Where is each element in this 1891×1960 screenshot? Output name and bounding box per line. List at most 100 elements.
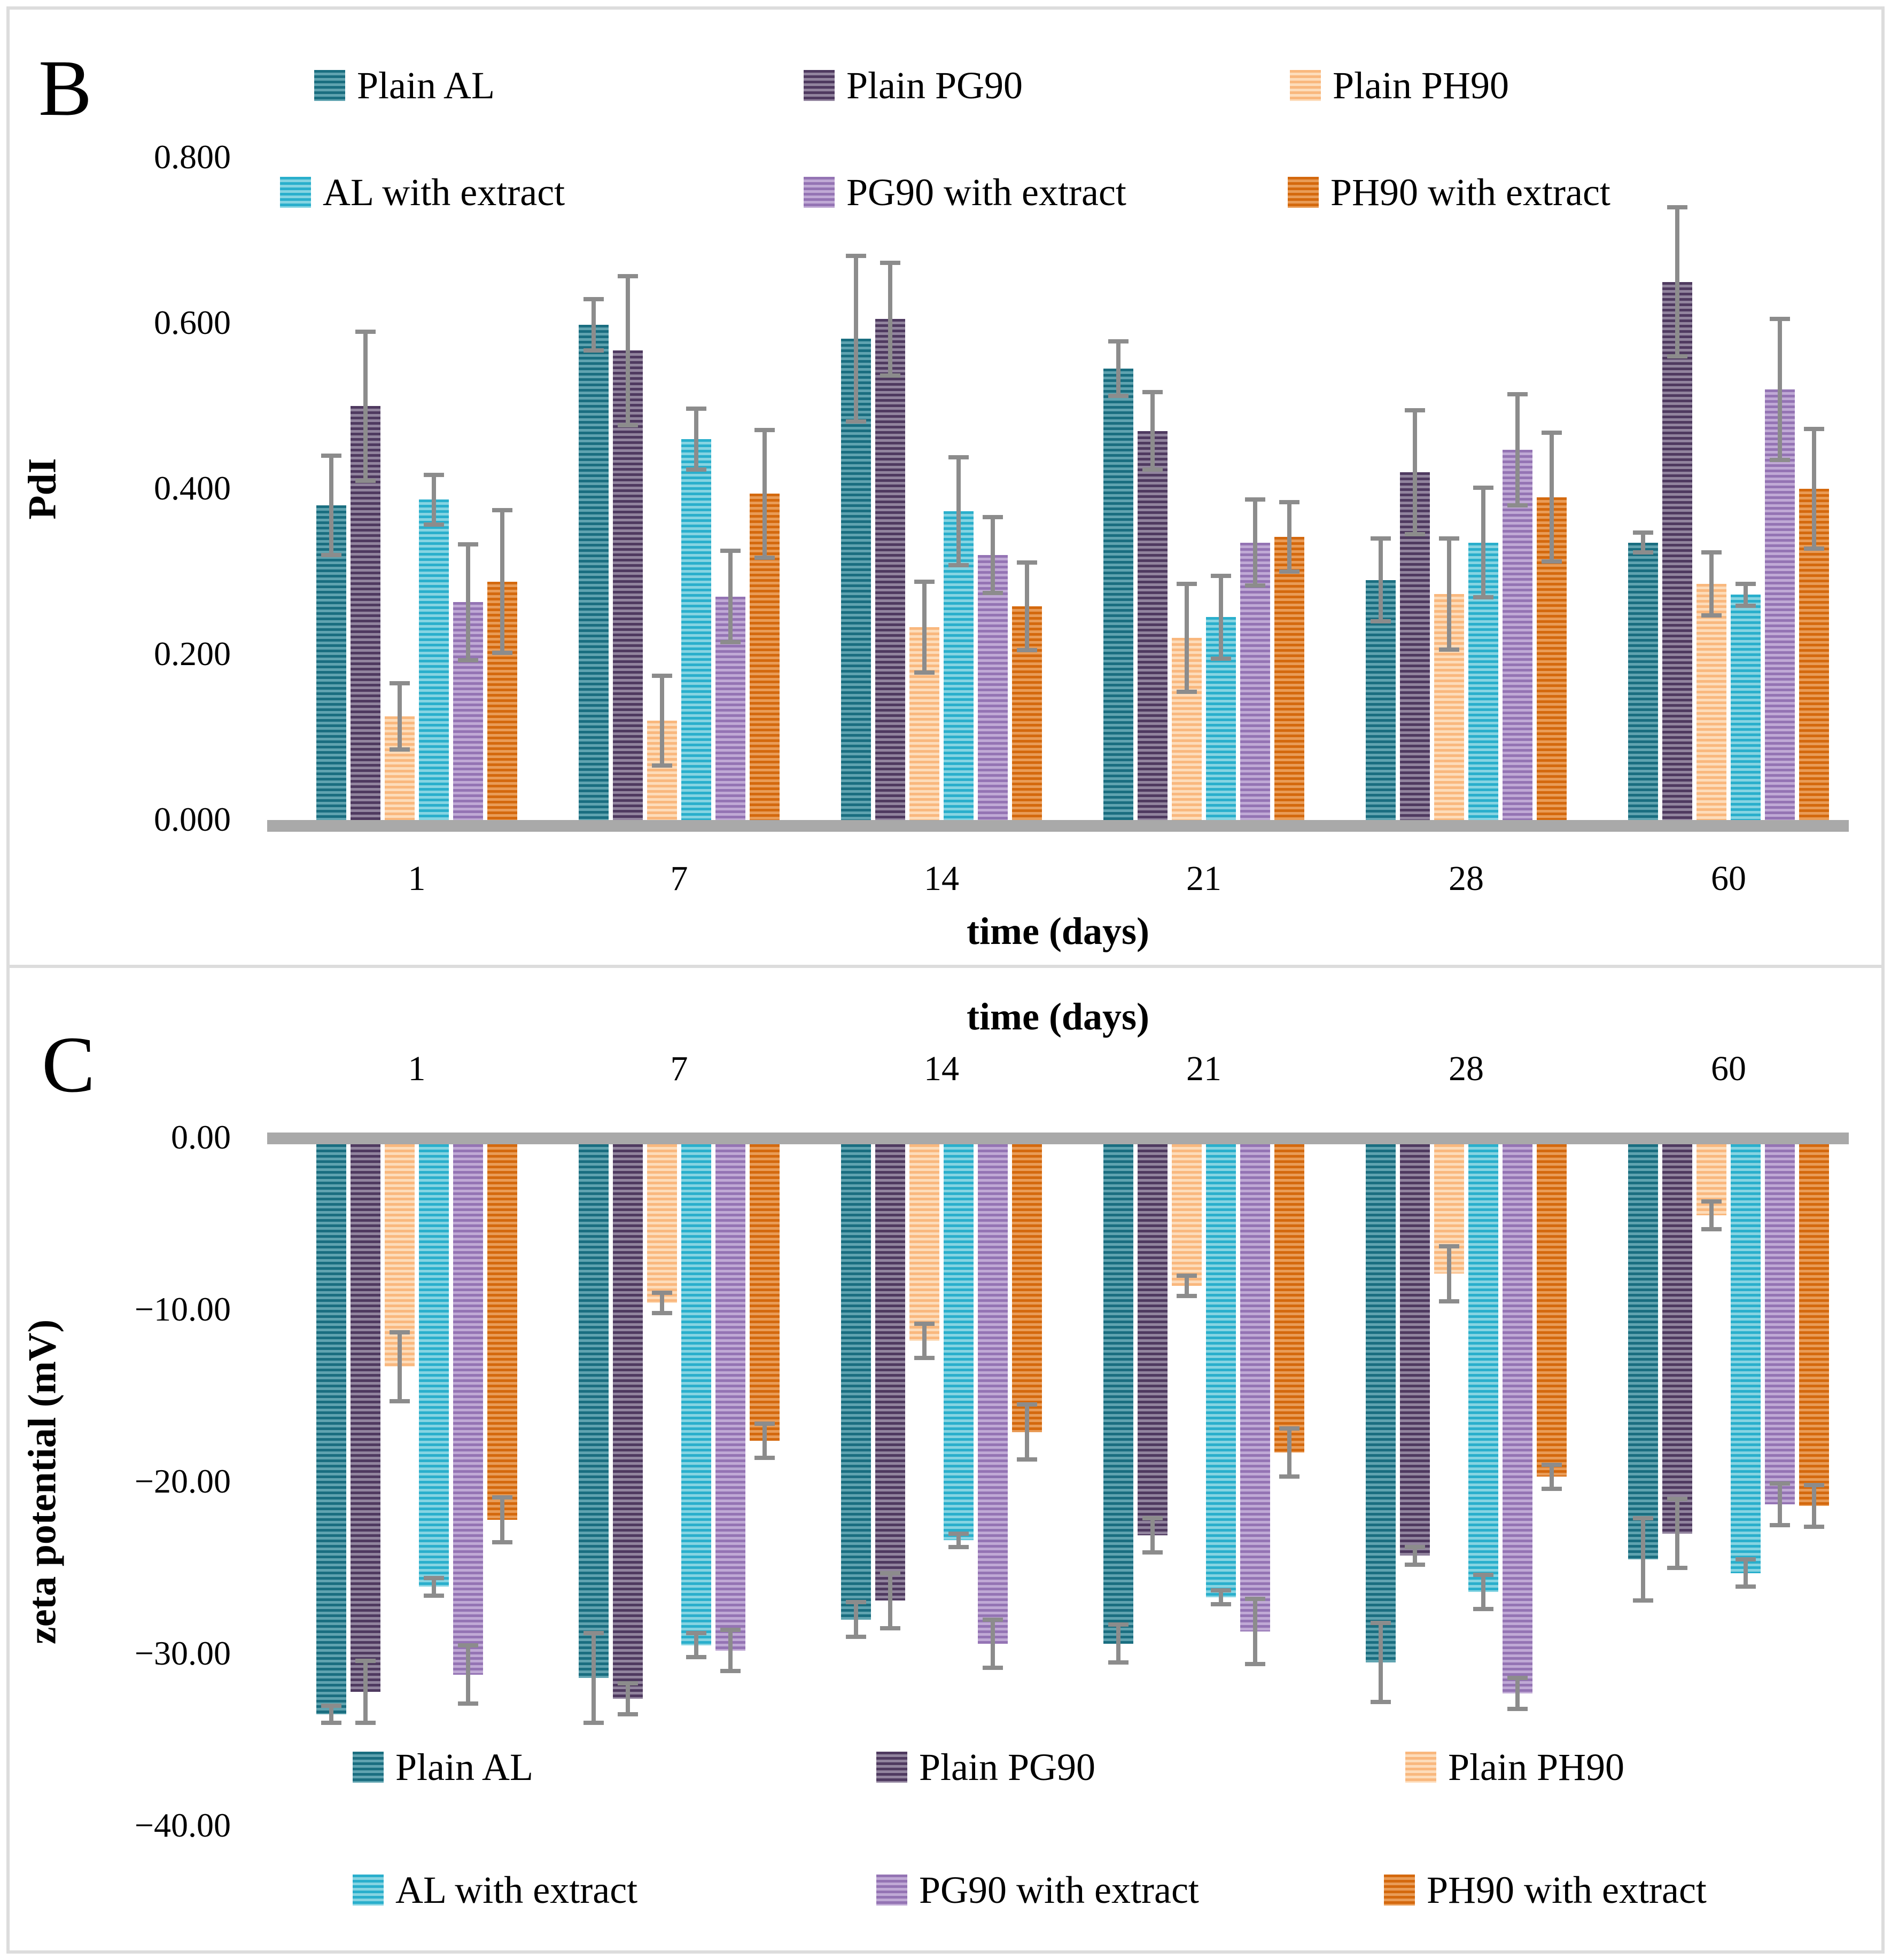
panel-c-x-axis-title: time (days) xyxy=(967,995,1149,1038)
panel-b-legend-label-plain-ph90: Plain PH90 xyxy=(1333,64,1509,107)
errorbar-ph90-with-extract-day-7-cap-top xyxy=(754,427,775,432)
errorbar-plain-ph90-day-14-cap-bottom xyxy=(914,1356,935,1361)
errorbar-pg90-with-extract-day-21-cap-bottom xyxy=(1245,1662,1265,1667)
bar-ph90-with-extract-day-21 xyxy=(1274,536,1304,820)
errorbar-ph90-with-extract-day-21-cap-top xyxy=(1279,1426,1299,1431)
panel-b-x-label-1: 1 xyxy=(408,859,426,898)
errorbar-plain-al-day-1-cap-top xyxy=(321,454,341,458)
errorbar-ph90-with-extract-day-7 xyxy=(762,430,767,558)
panel-c-legend-item-plain-ph90: Plain PH90 xyxy=(1405,1748,1624,1786)
bar-plain-pg90-day-60 xyxy=(1662,282,1692,820)
panel-b-y-tick-1: 0.600 xyxy=(154,303,231,341)
bar-pg90-with-extract-day-14 xyxy=(978,1144,1008,1644)
errorbar-al-with-extract-day-7 xyxy=(694,408,698,470)
panel-c-y-tick-0: 0.00 xyxy=(171,1118,231,1156)
errorbar-plain-al-day-28-cap-bottom xyxy=(1371,619,1391,623)
bar-plain-pg90-day-21 xyxy=(1138,431,1168,820)
errorbar-plain-al-day-21-cap-top xyxy=(1108,339,1129,344)
errorbar-al-with-extract-day-14-cap-top xyxy=(948,1531,969,1536)
bar-plain-pg90-day-14 xyxy=(875,319,905,820)
errorbar-al-with-extract-day-21-cap-top xyxy=(1211,573,1231,578)
errorbar-plain-al-day-7-cap-top xyxy=(583,1631,604,1636)
errorbar-plain-pg90-day-21 xyxy=(1150,392,1155,470)
bar-pg90-with-extract-day-21 xyxy=(1240,542,1270,820)
panel-b-x-label-60: 60 xyxy=(1711,859,1746,898)
errorbar-plain-pg90-day-7-cap-top xyxy=(618,274,638,278)
errorbar-plain-al-day-14-cap-top xyxy=(846,254,866,259)
errorbar-ph90-with-extract-day-7-cap-bottom xyxy=(754,555,775,560)
errorbar-plain-ph90-day-14-cap-top xyxy=(914,579,935,584)
panel-c-legend-swatch-al-with-extract xyxy=(353,1875,384,1906)
panel-c-legend-label-plain-pg90: Plain PG90 xyxy=(919,1746,1096,1789)
errorbar-plain-ph90-day-28-cap-bottom xyxy=(1439,647,1459,652)
errorbar-plain-al-day-14-cap-bottom xyxy=(846,419,866,424)
bar-plain-pg90-day-28 xyxy=(1400,1144,1430,1556)
panel-c-legend-swatch-ph90-with-extract xyxy=(1384,1875,1415,1906)
panel-b-legend-item-ph90-with-extract: PH90 with extract xyxy=(1288,171,1610,214)
errorbar-al-with-extract-day-1 xyxy=(432,1578,436,1596)
errorbar-plain-al-day-28 xyxy=(1379,538,1383,621)
errorbar-plain-al-day-60 xyxy=(1641,533,1645,553)
errorbar-plain-ph90-day-60-cap-top xyxy=(1701,550,1722,555)
errorbar-plain-al-day-28-cap-top xyxy=(1371,1621,1391,1626)
errorbar-ph90-with-extract-day-14 xyxy=(1025,562,1029,651)
panel-b-legend-label-al-with-extract: AL with extract xyxy=(323,171,565,214)
errorbar-pg90-with-extract-day-60 xyxy=(1778,319,1782,460)
bar-plain-pg90-day-7 xyxy=(613,1144,643,1699)
errorbar-al-with-extract-day-14-cap-top xyxy=(948,455,969,460)
errorbar-pg90-with-extract-day-21-cap-top xyxy=(1245,1596,1265,1601)
errorbar-plain-al-day-14 xyxy=(854,256,858,422)
errorbar-plain-al-day-28-cap-bottom xyxy=(1371,1700,1391,1705)
errorbar-al-with-extract-day-1-cap-top xyxy=(424,472,444,477)
bar-pg90-with-extract-day-28 xyxy=(1503,450,1532,820)
bar-plain-al-day-60 xyxy=(1628,1144,1658,1559)
panel-c-legend-item-plain-pg90: Plain PG90 xyxy=(876,1746,1096,1789)
bar-plain-pg90-day-14 xyxy=(875,1144,905,1601)
panel-b-y-tick-4: 0.000 xyxy=(154,800,231,838)
bar-plain-al-day-7 xyxy=(579,325,609,820)
errorbar-al-with-extract-day-14-cap-bottom xyxy=(948,1545,969,1550)
errorbar-plain-al-day-14 xyxy=(854,1602,858,1637)
errorbar-plain-ph90-day-60-cap-bottom xyxy=(1701,613,1722,618)
panel-c-x-label-28: 28 xyxy=(1449,1049,1484,1088)
panel-b-y-tick-2: 0.400 xyxy=(154,469,231,507)
panel-c-x-label-14: 14 xyxy=(924,1049,959,1088)
errorbar-ph90-with-extract-day-60-cap-bottom xyxy=(1804,546,1824,551)
bar-al-with-extract-day-21 xyxy=(1206,1144,1236,1597)
errorbar-al-with-extract-day-1-cap-top xyxy=(424,1576,444,1581)
errorbar-ph90-with-extract-day-28 xyxy=(1550,1464,1554,1489)
errorbar-ph90-with-extract-day-60-cap-top xyxy=(1804,427,1824,432)
errorbar-ph90-with-extract-day-14-cap-top xyxy=(1017,1402,1037,1407)
errorbar-plain-pg90-day-7 xyxy=(626,276,630,425)
bar-plain-ph90-day-1 xyxy=(385,1144,415,1367)
errorbar-plain-al-day-21-cap-bottom xyxy=(1108,1660,1129,1665)
errorbar-al-with-extract-day-28-cap-top xyxy=(1473,1572,1493,1577)
errorbar-plain-pg90-day-21 xyxy=(1150,1518,1155,1552)
panel-b-legend-swatch-plain-al xyxy=(314,70,345,101)
errorbar-plain-pg90-day-60 xyxy=(1675,1499,1679,1568)
errorbar-plain-al-day-7-cap-top xyxy=(583,297,604,302)
panel-c-y-tick-3: −30.00 xyxy=(134,1634,231,1672)
bar-al-with-extract-day-60 xyxy=(1731,1144,1761,1573)
errorbar-plain-ph90-day-7 xyxy=(660,1292,664,1314)
errorbar-ph90-with-extract-day-1-cap-top xyxy=(492,508,512,513)
errorbar-plain-ph90-day-60 xyxy=(1709,1201,1714,1229)
errorbar-al-with-extract-day-28-cap-top xyxy=(1473,486,1493,490)
errorbar-al-with-extract-day-60 xyxy=(1744,1559,1748,1587)
errorbar-pg90-with-extract-day-7-cap-bottom xyxy=(720,1669,741,1674)
errorbar-ph90-with-extract-day-28-cap-bottom xyxy=(1542,559,1562,564)
errorbar-plain-pg90-day-60 xyxy=(1675,207,1679,356)
errorbar-al-with-extract-day-7-cap-bottom xyxy=(686,467,706,472)
panel-b-legend-item-pg90-with-extract: PG90 with extract xyxy=(804,173,1126,212)
errorbar-plain-pg90-day-60-cap-bottom xyxy=(1667,1566,1687,1570)
bar-pg90-with-extract-day-21 xyxy=(1240,1144,1270,1632)
errorbar-ph90-with-extract-day-1 xyxy=(500,1497,504,1542)
errorbar-plain-pg90-day-21-cap-bottom xyxy=(1142,1550,1163,1555)
errorbar-al-with-extract-day-7-cap-bottom xyxy=(686,1655,706,1660)
errorbar-plain-ph90-day-28 xyxy=(1447,538,1451,650)
panel-b-legend-label-ph90-with-extract: PH90 with extract xyxy=(1330,171,1610,214)
errorbar-plain-al-day-28-cap-top xyxy=(1371,536,1391,541)
errorbar-pg90-with-extract-day-1 xyxy=(466,544,470,660)
errorbar-plain-ph90-day-21-cap-top xyxy=(1177,1273,1197,1278)
